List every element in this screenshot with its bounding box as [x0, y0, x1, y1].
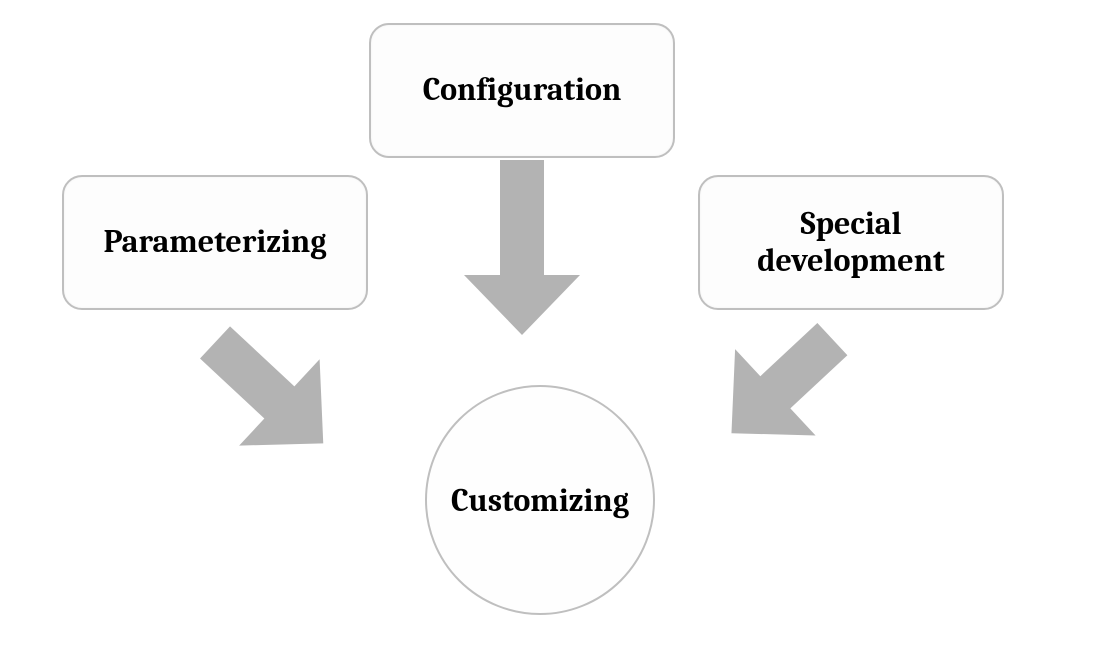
- arrow-parameterizing-to-customizing: [175, 299, 364, 486]
- node-configuration: Configuration: [369, 23, 675, 158]
- node-special-development-label: Specialdevelopment: [743, 206, 958, 280]
- node-special-development: Specialdevelopment: [698, 175, 1004, 310]
- node-parameterizing: Parameterizing: [62, 175, 368, 310]
- arrow-configuration-to-customizing: [464, 160, 580, 335]
- node-parameterizing-label: Parameterizing: [89, 224, 340, 261]
- node-configuration-label: Configuration: [409, 72, 636, 109]
- node-customizing-label: Customizing: [451, 482, 629, 519]
- node-customizing: Customizing: [425, 385, 655, 615]
- diagram-canvas: Configuration Parameterizing Specialdeve…: [0, 0, 1095, 659]
- arrow-specialdevelopment-to-customizing: [691, 296, 872, 476]
